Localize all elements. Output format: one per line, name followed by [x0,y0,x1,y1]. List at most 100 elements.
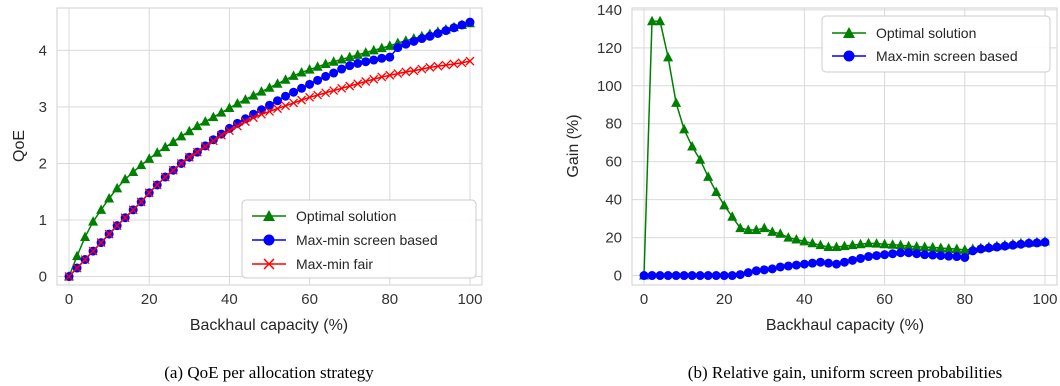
data-point [329,86,339,95]
data-point [1016,239,1026,249]
data-point [120,213,130,223]
data-point [751,266,761,276]
data-point [377,72,387,82]
data-point [144,153,155,163]
data-point [703,171,714,181]
data-point [384,40,395,50]
data-point [345,61,355,71]
data-point [903,240,914,251]
data-point [304,64,315,74]
series-qoe [64,17,475,282]
data-point [799,235,810,246]
data-point [409,36,419,46]
data-point [936,251,946,261]
data-point [695,271,705,281]
ticks-qoe: 0 20 40 60 80 100 0 1 2 3 4 [39,42,483,308]
data-point [337,64,347,74]
data-point [465,56,475,66]
data-point [895,239,906,250]
data-point [879,238,890,249]
data-point [112,221,122,231]
data-point [240,117,250,127]
data-point [401,67,411,77]
data-point [647,271,657,281]
data-point [775,228,786,238]
data-point [727,211,738,221]
data-point [328,56,339,66]
y-tick-label: 100 [597,78,622,95]
data-point [305,92,315,102]
data-point [457,58,467,68]
data-point [856,253,866,263]
data-point [96,204,107,214]
triangle-marker-icon [843,27,855,38]
data-point [104,229,114,239]
data-point [256,86,267,96]
data-point [272,78,283,88]
data-point [216,130,226,140]
data-point [240,94,251,104]
x-marker-icon [263,258,275,270]
data-point [313,75,323,85]
circle-marker-icon [263,234,275,246]
data-point [305,79,315,89]
data-point [72,263,82,273]
data-point [880,250,890,260]
data-point [249,113,258,123]
y-tick-label: 2 [39,155,47,172]
data-point [815,257,825,267]
data-point [896,248,906,258]
data-point [815,239,826,250]
data-point [368,44,379,55]
data-point [232,121,242,131]
series-max-min-screen-based [639,237,1050,281]
data-point [281,91,291,101]
data-point [1024,238,1034,248]
data-point [783,232,794,242]
data-point [385,52,395,62]
circle-marker-icon [843,50,855,62]
y-tick-label: 0 [39,269,47,286]
data-point [848,255,858,265]
data-point [433,61,443,71]
ticks-gain: 0 20 40 60 80 100 0 20 40 60 80 100 120 140 [597,2,1058,308]
y-tick-label: 1 [39,212,47,229]
data-point [136,197,146,207]
data-point [952,252,962,262]
data-point [711,271,721,281]
data-point [369,74,379,84]
data-point [320,58,331,68]
data-point [216,107,227,117]
data-point [935,242,946,253]
data-point [248,90,259,100]
data-point [679,123,690,134]
data-point [855,238,866,249]
data-point [297,95,307,105]
data-point [920,250,930,260]
legend-box-gain [821,15,1051,73]
caption-a: (a) QoE per allocation strategy [164,363,374,382]
data-point [208,136,218,146]
x-tick-label: 60 [301,291,318,308]
legend-entry-fair: Max-min fair [252,256,373,272]
chart-gain: 0 20 40 60 80 100 0 20 40 60 80 100 120 140 Backhaul … [565,2,1058,382]
series-gain [639,15,1050,281]
data-point [735,270,745,280]
data-point [353,79,363,89]
data-point [80,231,91,241]
data-point [912,249,922,259]
data-point [663,271,673,281]
legend-label-fair: Max-min fair [296,256,373,272]
data-point [647,15,658,26]
data-point [639,271,649,281]
x-axis-label-qoe: Backhaul capacity (%) [190,317,348,334]
data-point [927,241,938,252]
data-point [840,257,849,267]
data-point [337,83,347,93]
data-point [1032,238,1042,248]
data-point [671,97,682,107]
data-point [224,123,234,133]
data-point [192,120,203,131]
y-tick-label: 120 [597,40,622,57]
data-point [297,83,307,93]
